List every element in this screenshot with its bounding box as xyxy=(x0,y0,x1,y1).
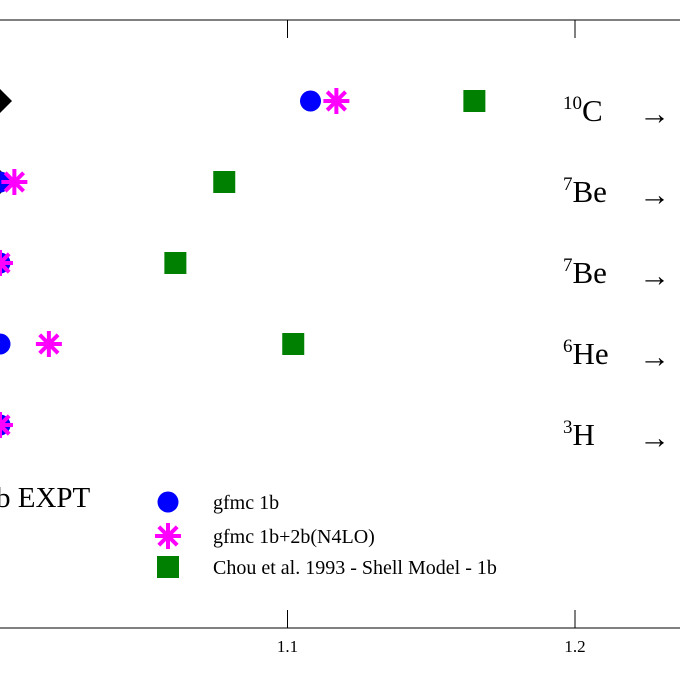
arrow-icon: → xyxy=(639,258,670,293)
expt-point-c10 xyxy=(0,89,12,113)
axes: 1.1 1.2 xyxy=(0,19,680,656)
gfmc_1b2b-point-be7a xyxy=(1,169,28,195)
legend-marker-0 xyxy=(157,491,179,513)
nucleus-label-h3: 3H xyxy=(563,417,595,452)
gfmc_1b2b-point-c10 xyxy=(323,88,350,114)
asterisk-stroke xyxy=(0,414,11,428)
asterisk-stroke xyxy=(3,171,25,193)
shell_model-point-be7a xyxy=(213,171,236,193)
legend-label-2: Chou et al. 1993 - Shell Model - 1b xyxy=(213,557,497,579)
asterisk-stroke xyxy=(0,422,11,436)
legend: b EXPT gfmc 1b gfmc 1b+2b(N4LO) Chou et al.… xyxy=(0,482,497,579)
nucleus-label-be7b: 7Be xyxy=(563,255,607,290)
gfmc_1b-point-c10 xyxy=(300,90,321,112)
legend-label-expt: b EXPT xyxy=(0,482,91,514)
legend-label-1: gfmc 1b+2b(N4LO) xyxy=(213,526,375,548)
arrow-icon: → xyxy=(639,177,670,212)
asterisk-stroke xyxy=(0,260,11,274)
arrow-icon: → xyxy=(639,96,670,131)
arrow-icon: → xyxy=(639,420,670,455)
asterisk-stroke xyxy=(38,333,60,355)
legend-marker-2 xyxy=(157,556,179,578)
marks xyxy=(0,88,486,438)
asterisk-stroke xyxy=(157,525,179,547)
gfmc_1b2b-point-h3 xyxy=(0,412,13,438)
x-tick-label: 1.1 xyxy=(277,637,298,656)
nucleus-label-c10: 10C xyxy=(563,93,603,128)
x-tick-label: 1.2 xyxy=(564,637,585,656)
gfmc_1b2b-point-be7b xyxy=(0,250,13,276)
row-labels: 10C → 7Be → 7Be → 6He → 3H → xyxy=(563,93,670,455)
legend-label-0: gfmc 1b xyxy=(213,492,279,514)
shell_model-point-c10 xyxy=(463,90,486,112)
shell_model-point-be7b xyxy=(164,252,187,274)
shell_model-point-he6 xyxy=(282,333,305,355)
legend-marker-1 xyxy=(155,523,181,549)
nucleus-label-be7a: 7Be xyxy=(563,174,607,209)
arrow-icon: → xyxy=(639,339,670,374)
asterisk-stroke xyxy=(325,90,347,112)
nucleus-label-he6: 6He xyxy=(563,336,609,371)
asterisk-stroke xyxy=(0,252,11,266)
gfmc_1b-point-he6 xyxy=(0,333,11,355)
gfmc_1b2b-point-he6 xyxy=(35,331,62,357)
